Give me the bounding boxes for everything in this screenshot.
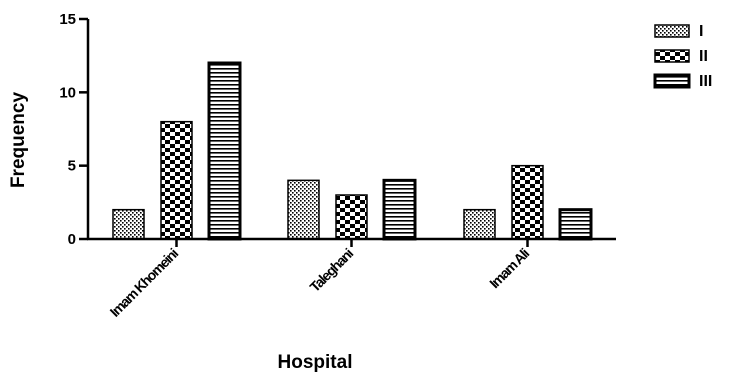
y-tick-label: 15 [59,11,76,28]
bar-series-III-imam-khomeini [207,61,242,241]
bar-series-III-taleghani [382,178,417,241]
legend-label-II: II [699,48,708,65]
bar-series-II-taleghani [335,194,368,240]
bar-series-III-imam-ali [558,208,593,241]
legend-label-I: I [699,23,703,40]
y-tick-label: 5 [68,158,76,175]
legend-label-III: III [699,73,712,90]
plot-area: 0 5 10 15 Imam Khomeini Taleghani Imam Ali [59,11,616,320]
bar-series-II-imam-khomeini [160,120,193,240]
x-axis-title: Hospital [278,352,353,373]
bar-series-II-imam-ali [511,164,544,240]
y-tick-label: 10 [59,84,76,101]
x-tick-label: Imam Khomeini [107,246,181,320]
x-tick-label: Taleghani [306,246,355,295]
bar-series-I-imam-khomeini [112,208,145,240]
legend-swatch-II [654,49,690,63]
bar-series-I-imam-ali [463,208,496,240]
y-axis-title: Frequency [8,92,29,189]
legend-swatch-I [654,24,690,38]
bar-series-I-taleghani [287,179,320,240]
x-tick-label: Imam Ali [486,246,532,292]
legend-swatch-III [653,73,691,89]
y-tick-label: 0 [68,231,76,248]
